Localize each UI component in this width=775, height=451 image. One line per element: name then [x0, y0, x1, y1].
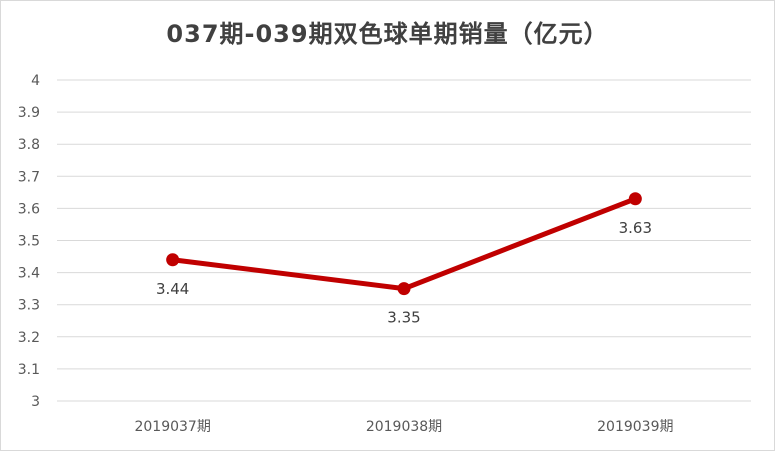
gridlines — [57, 79, 751, 402]
y-tick-label: 3.1 — [18, 362, 40, 378]
series-layer — [166, 192, 642, 296]
y-tick-label: 3.2 — [18, 330, 40, 346]
y-tick-label: 3.9 — [18, 105, 40, 121]
y-tick-label: 3.8 — [18, 137, 40, 153]
data-point — [397, 282, 411, 296]
data-point — [628, 192, 642, 206]
y-tick-label: 3.6 — [18, 201, 40, 217]
y-axis-ticks: 3 3.1 3.2 3.3 3.4 3.5 3.6 3.7 3.8 3.9 4 — [18, 73, 40, 410]
y-tick-label: 3.7 — [18, 169, 40, 185]
x-tick-label: 2019039期 — [597, 419, 673, 435]
series-line — [170, 196, 638, 292]
x-tick-label: 2019038期 — [366, 419, 442, 435]
y-tick-label: 3.4 — [18, 266, 40, 282]
y-tick-label: 4 — [31, 73, 40, 89]
data-point — [166, 253, 180, 267]
data-labels: 3.44 3.35 3.63 — [156, 219, 652, 327]
y-tick-label: 3 — [31, 394, 40, 410]
data-label: 3.63 — [619, 219, 652, 237]
y-tick-label: 3.5 — [18, 234, 40, 250]
x-tick-label: 2019037期 — [134, 419, 210, 435]
data-label: 3.35 — [387, 309, 420, 327]
x-axis-ticks: 2019037期 2019038期 2019039期 — [134, 419, 673, 435]
data-label: 3.44 — [156, 280, 189, 298]
y-tick-label: 3.3 — [18, 298, 40, 314]
chart-title: 037期-039期双色球单期销量（亿元） — [166, 20, 609, 48]
